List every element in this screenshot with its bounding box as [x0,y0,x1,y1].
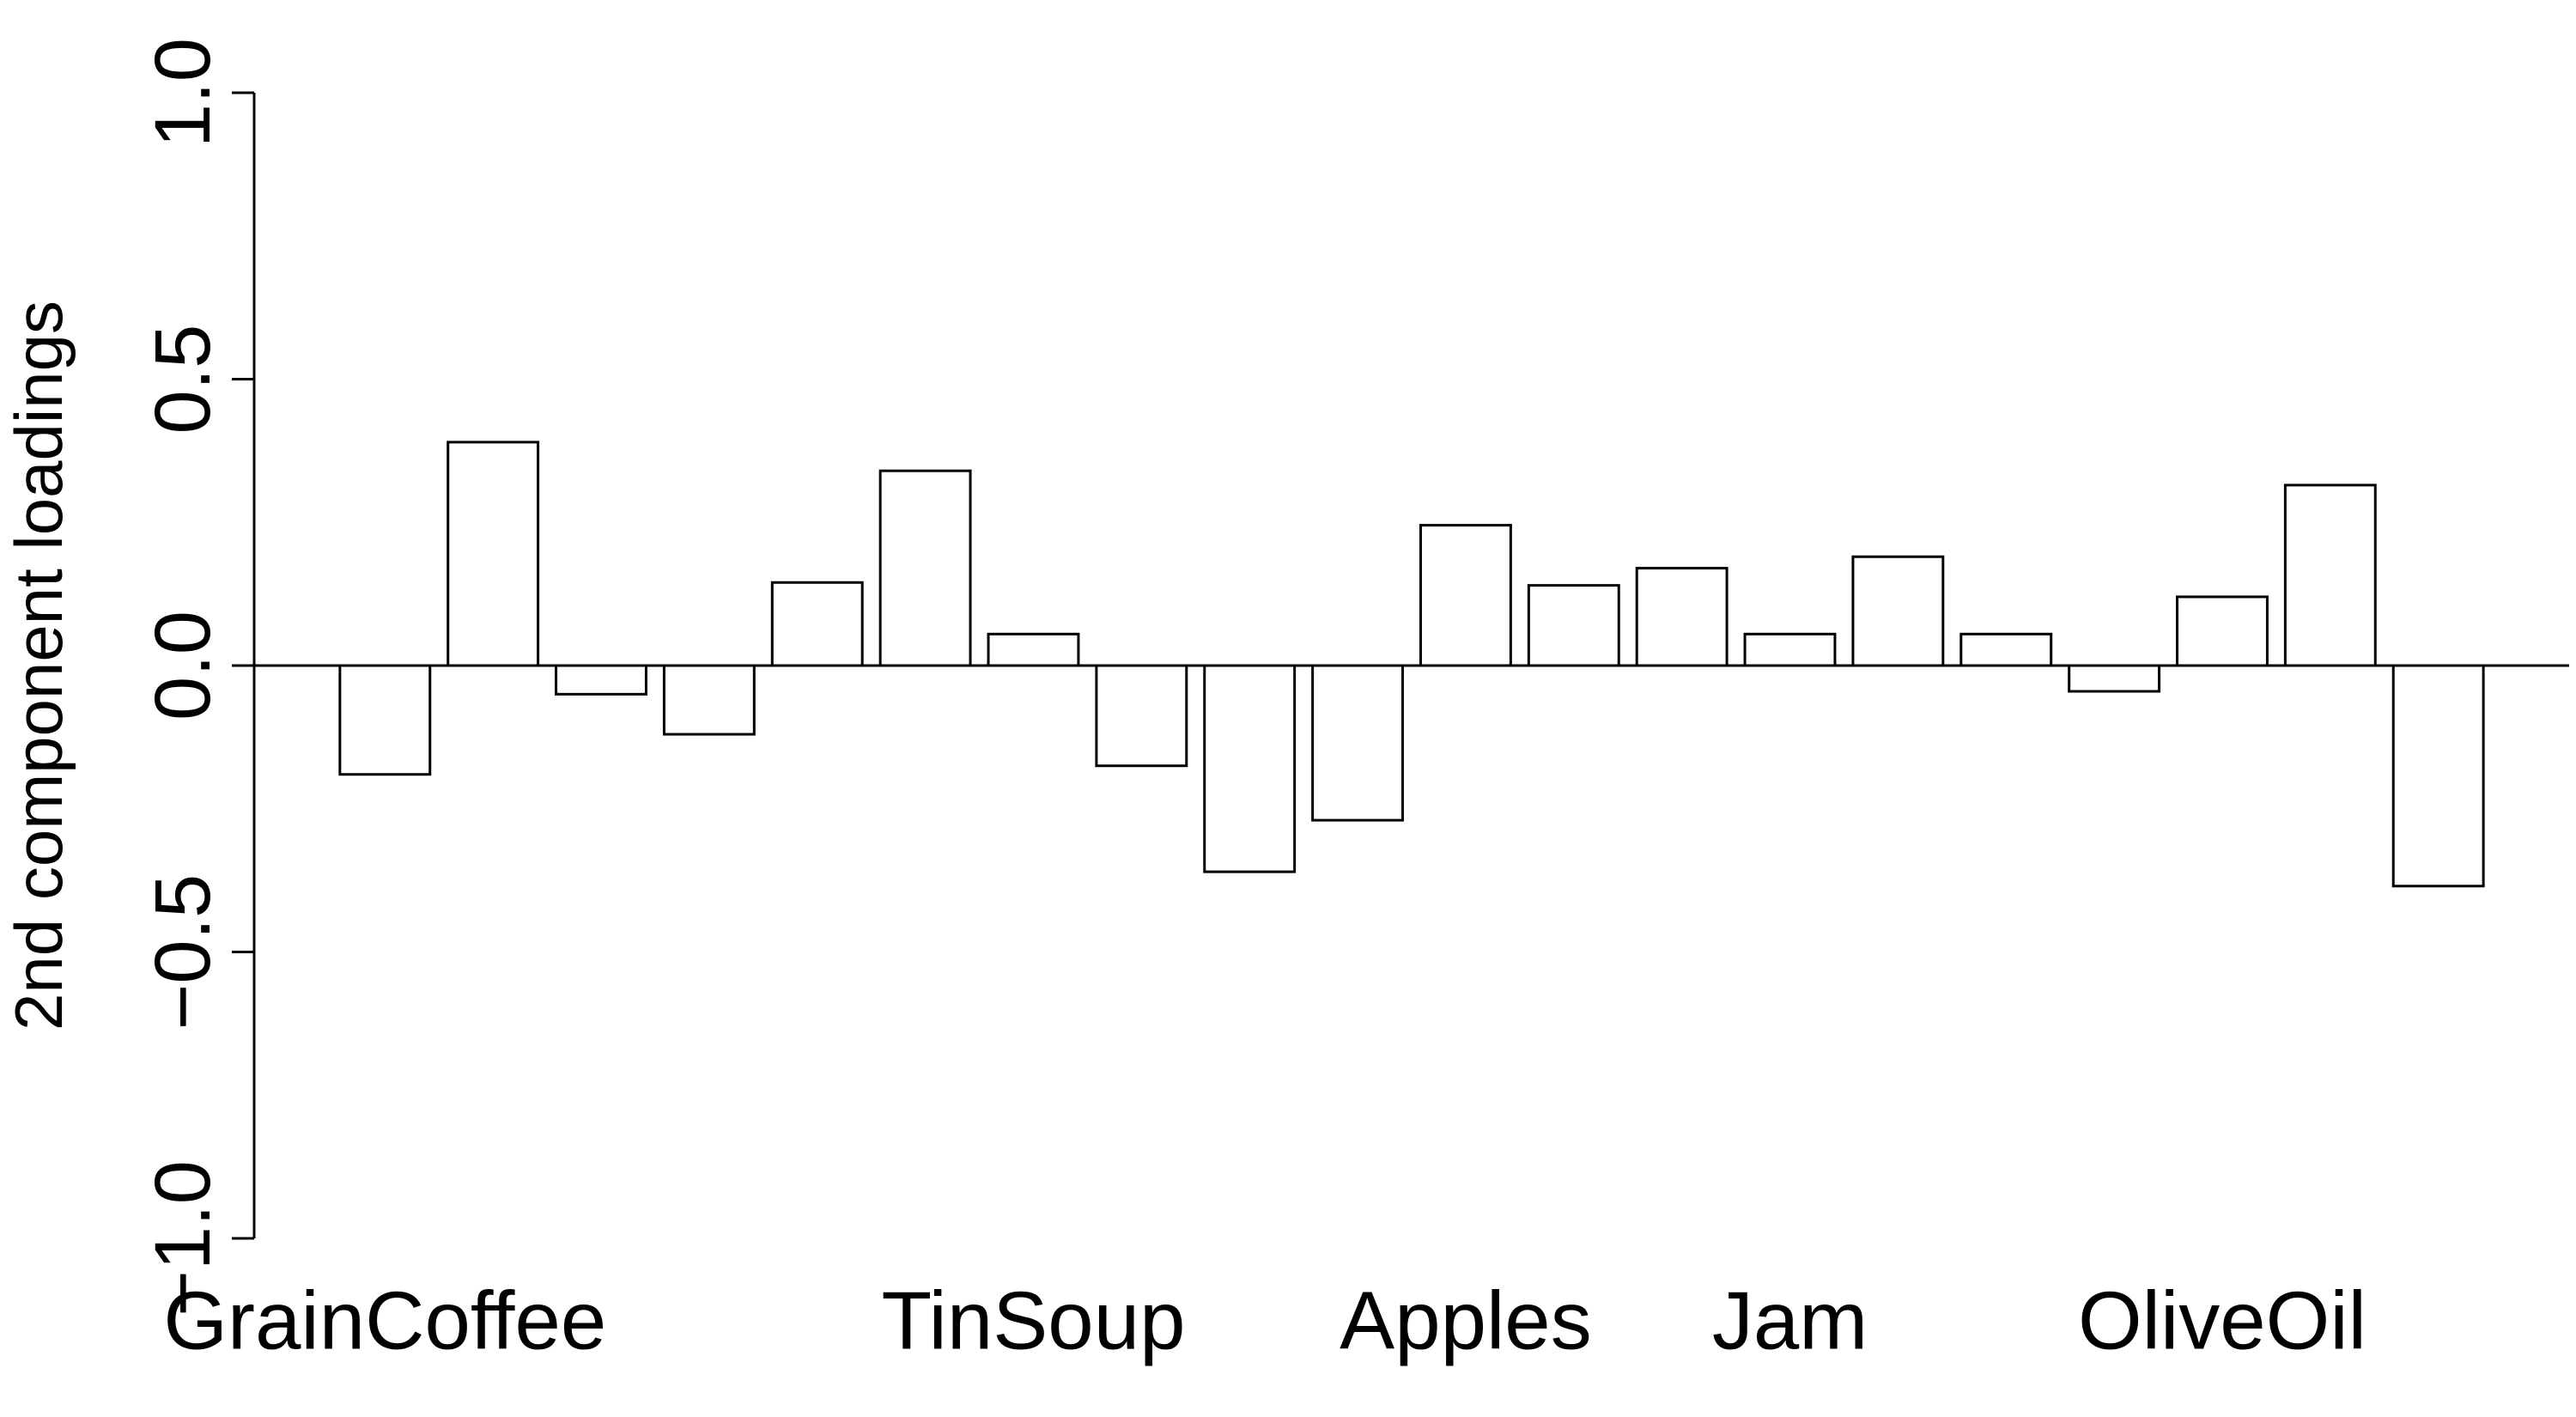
x-tick-label: Jam [1712,1274,1868,1366]
bar [770,581,864,667]
bar [447,441,540,667]
x-tick-label: OliveOil [2078,1274,2366,1366]
x-tick-label: TinSoup [881,1274,1185,1366]
bar [2068,664,2161,693]
bar [662,664,756,736]
bar [1095,664,1188,768]
bar [1527,584,1620,667]
bar [1635,567,1728,667]
x-tick-label: GrainCoffee [163,1274,606,1366]
bar [2176,595,2269,667]
y-tick-label: 0.5 [139,325,227,435]
bar [1203,664,1297,873]
y-tick-label: −0.5 [139,874,227,1031]
bar [2283,483,2377,667]
bar [1743,632,1837,667]
bar [2391,664,2485,888]
y-tick-label: −1.0 [139,1160,227,1317]
bar [1419,524,1512,667]
bar [1851,555,1945,667]
bar [1311,664,1405,822]
y-tick-label: 1.0 [139,38,227,148]
bar [878,469,972,667]
bar [555,664,647,696]
bar [987,632,1080,667]
bar [1959,632,2053,667]
x-tick-label: Apples [1340,1274,1592,1366]
y-axis-label: 2nd component loadings [1,301,76,1031]
y-tick-label: 0.0 [139,611,227,721]
bar [338,664,432,776]
